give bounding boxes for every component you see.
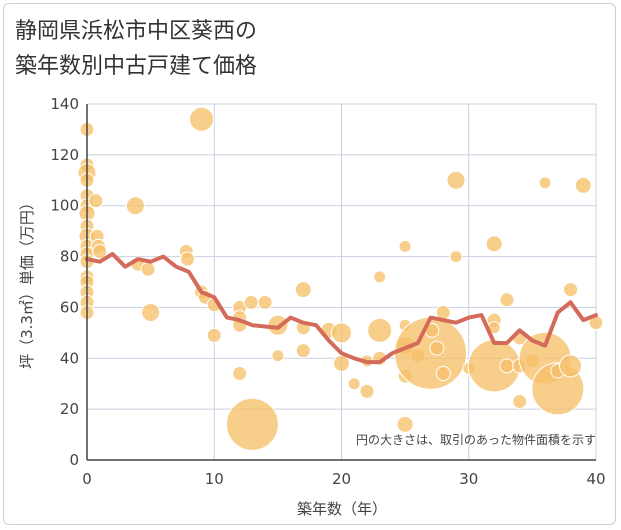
x-axis-title: 築年数（年） [297,500,387,518]
y-tick-label-0: 0 [69,451,79,469]
y-tick-label-1: 20 [60,400,79,418]
bubble-63 [435,366,451,382]
bubble-23 [140,261,156,277]
bubble-27 [189,106,215,132]
bubble-40 [271,349,285,363]
average-price-line-0 [85,252,598,365]
y-tick-label-3: 60 [60,298,79,316]
chart-title-line-1: 静岡県浜松市中区葵西の [15,19,258,44]
bubble-75 [512,394,528,410]
bubble-71 [499,292,515,308]
bubble-21 [125,196,145,216]
bubble-36 [243,294,259,310]
bubble-43 [295,343,311,359]
bubble-size-note: 円の大きさは、取引のあった物件面積を示す [356,432,596,447]
chart-frame [3,3,616,525]
bubble-26 [180,251,196,267]
bubble-51 [367,317,393,343]
tick-labels: 0 20 40 60 80 100 120 140 0 10 20 30 40 [50,95,605,488]
bubble-77 [538,176,552,190]
bubble-47 [347,377,361,391]
bubble-81 [563,282,579,298]
y-tick-label-2: 40 [60,349,79,367]
bubble-64 [446,170,466,190]
bubble-65 [449,250,463,264]
bubble-53 [398,239,412,253]
bubble-48 [359,383,375,399]
chart-title-line-2: 築年数別中古戸建て価格 [15,54,258,79]
y-tick-label-7: 140 [50,95,79,113]
bubble-45 [331,322,352,344]
bubble-46 [333,354,350,372]
chart-title: 静岡県浜松市中区葵西の 築年数別中古戸建て価格 [15,14,257,84]
x-tick-label-1: 10 [205,470,224,488]
bubble-layer [77,106,604,451]
bubble-38 [257,294,273,310]
x-tick-label-0: 0 [82,470,92,488]
axes [86,104,596,461]
y-tick-label-6: 120 [50,146,79,164]
y-axis-title: 坪（3.3㎡）単価（万円） [18,195,36,369]
bubble-20 [92,243,108,259]
bubble-24 [141,303,161,323]
bubble-57 [396,415,414,433]
bubble-41 [294,281,312,299]
bubble-31 [206,327,222,343]
bubble-61 [429,340,445,356]
bubble-72 [499,358,515,374]
bubble-17 [88,193,104,209]
bubble-37 [225,397,279,451]
x-tick-label-4: 40 [586,470,605,488]
x-tick-label-3: 30 [459,470,478,488]
bubble-83 [574,176,592,194]
bubble-67 [485,235,503,253]
average-line-layer [85,252,598,365]
bubble-82 [559,354,583,378]
bubble-50 [373,270,387,284]
x-tick-label-2: 20 [332,470,351,488]
y-tick-label-4: 80 [60,248,79,266]
y-tick-label-5: 100 [50,197,79,215]
bubble-35 [232,366,248,382]
